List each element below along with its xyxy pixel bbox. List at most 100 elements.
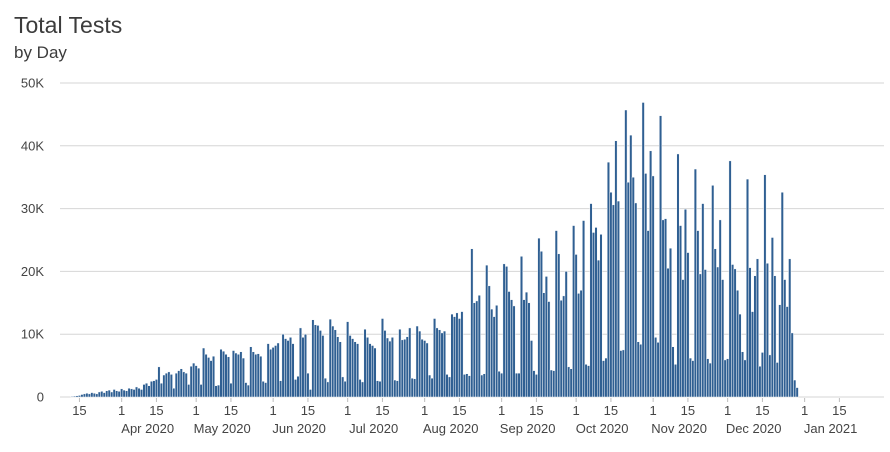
bar <box>594 227 598 398</box>
bar <box>259 355 263 398</box>
bar <box>728 160 732 398</box>
bar <box>425 342 429 398</box>
bar <box>224 354 228 398</box>
bar <box>693 168 697 398</box>
bar <box>358 379 362 398</box>
bars <box>70 102 799 398</box>
bar <box>472 302 476 398</box>
bar <box>174 372 178 398</box>
bar <box>636 341 640 398</box>
bar <box>154 379 158 398</box>
x-day-tick-label: 15 <box>529 403 543 418</box>
bar <box>102 392 106 398</box>
x-day-tick-label: 1 <box>498 403 505 418</box>
bar <box>564 271 568 398</box>
bar <box>405 336 409 398</box>
bar <box>661 219 665 398</box>
bar <box>388 340 392 398</box>
bar <box>353 341 357 398</box>
bar <box>294 379 297 398</box>
bar <box>711 185 715 398</box>
bar <box>527 302 531 398</box>
bar <box>395 380 399 398</box>
bar <box>348 335 352 398</box>
bar <box>726 358 730 398</box>
bar <box>706 358 710 398</box>
bar <box>639 344 643 398</box>
bar <box>420 338 424 398</box>
bar <box>485 264 489 398</box>
bar <box>403 338 407 398</box>
bar <box>274 345 278 398</box>
bar <box>199 384 203 398</box>
bar <box>299 327 302 398</box>
bar <box>582 220 586 398</box>
bar <box>361 381 365 398</box>
y-tick-label: 20K <box>21 264 44 279</box>
bar <box>646 230 650 398</box>
bar <box>676 153 680 398</box>
bar <box>281 333 285 398</box>
bar <box>606 161 610 398</box>
bar <box>341 376 345 398</box>
bar <box>408 327 412 398</box>
bar <box>90 392 94 398</box>
x-month-label: Dec 2020 <box>726 421 782 436</box>
bar <box>507 291 511 398</box>
bar <box>229 382 233 398</box>
bar <box>768 354 772 398</box>
bar <box>557 253 561 398</box>
bar <box>284 338 288 398</box>
bar <box>80 394 84 398</box>
x-day-tick-label: 1 <box>650 403 657 418</box>
bar <box>465 373 469 398</box>
x-day-tick-label: 1 <box>193 403 200 418</box>
bar <box>115 390 119 398</box>
bar <box>231 350 235 398</box>
bar <box>398 328 402 398</box>
bar <box>770 237 774 398</box>
bar <box>107 389 111 398</box>
bar <box>125 390 129 398</box>
bar <box>649 150 653 398</box>
bar <box>95 393 99 398</box>
bar <box>368 343 372 398</box>
bar <box>351 338 355 398</box>
bar <box>73 395 76 398</box>
bar <box>127 387 131 398</box>
bar <box>366 337 369 398</box>
chart-subtitle: by Day <box>14 43 67 62</box>
bar <box>691 360 695 398</box>
bar <box>187 384 191 398</box>
bar <box>418 330 422 398</box>
bar <box>574 254 578 398</box>
bar <box>534 374 538 398</box>
x-day-tick-label: 15 <box>452 403 466 418</box>
bar <box>552 370 556 398</box>
bar <box>510 299 514 398</box>
bar <box>698 273 702 398</box>
bar <box>460 311 464 398</box>
bar <box>321 335 325 398</box>
bar <box>644 173 648 398</box>
bar <box>269 349 273 398</box>
bar <box>308 389 312 398</box>
bar <box>445 374 449 398</box>
bar <box>703 269 707 398</box>
y-tick-label: 0 <box>37 390 44 405</box>
x-month-label: May 2020 <box>194 421 251 436</box>
bar <box>430 377 434 398</box>
bar <box>795 387 799 398</box>
bar <box>261 381 265 398</box>
bar <box>75 395 79 398</box>
bar <box>788 258 792 398</box>
bar <box>631 176 635 398</box>
bar <box>179 368 183 398</box>
bar <box>162 374 166 398</box>
bar <box>393 379 397 398</box>
bar <box>572 225 576 398</box>
bar <box>152 380 156 398</box>
bar <box>626 181 630 398</box>
bar <box>241 357 245 398</box>
bar <box>279 380 283 398</box>
